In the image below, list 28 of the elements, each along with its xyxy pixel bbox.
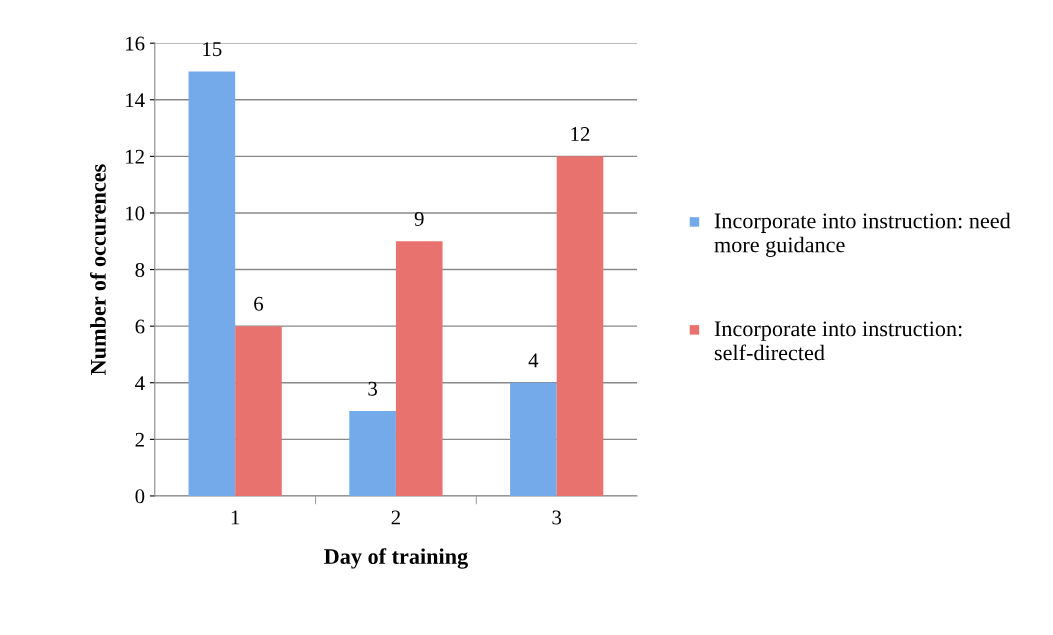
bar (556, 156, 604, 496)
data-label: 15 (203, 42, 222, 57)
legend-label: Incorporate into instruction: need more guidance (714, 212, 1011, 257)
y-tick-label: 14 (126, 93, 145, 107)
bar (395, 241, 443, 496)
y-tick-label: 0 (135, 489, 145, 504)
y-tick-label: 4 (135, 376, 145, 390)
legend-label: Incorporate into instruction: self-directed (714, 321, 962, 361)
y-tick-label: 16 (126, 36, 145, 51)
data-label: 6 (254, 296, 264, 311)
data-label: 4 (528, 353, 539, 368)
data-label: 12 (571, 127, 590, 141)
data-label: 3 (368, 381, 378, 396)
bar (188, 71, 236, 496)
y-tick-label: 12 (126, 149, 144, 164)
y-tick-label: 2 (135, 432, 144, 447)
y-tick-label: 8 (135, 262, 145, 277)
x-tick-label: 2 (391, 510, 400, 525)
bar (235, 326, 282, 496)
y-axis-title: Number of occurences (89, 164, 106, 375)
bar (349, 411, 396, 496)
y-tick-label: 6 (135, 319, 145, 334)
x-tick-label: 1 (231, 510, 240, 525)
data-label: 9 (414, 211, 424, 226)
x-axis-title: Day of training (324, 548, 468, 569)
x-tick-label: 3 (552, 510, 562, 525)
bar (510, 382, 557, 496)
y-tick-label: 10 (126, 206, 145, 221)
